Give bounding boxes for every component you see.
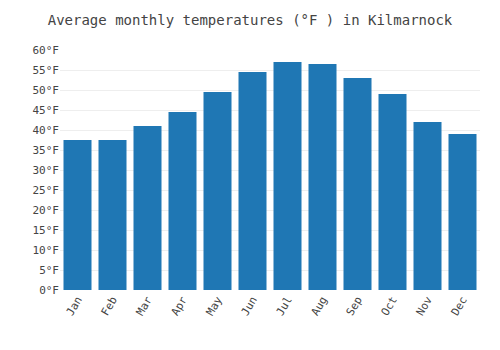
svg-text:10°F: 10°F [33,244,60,257]
svg-text:25°F: 25°F [33,184,60,197]
svg-text:Jul: Jul [274,294,295,318]
svg-text:Feb: Feb [99,294,120,318]
svg-text:Mar: Mar [134,294,155,318]
svg-text:Apr: Apr [169,294,190,318]
svg-text:Jun: Jun [239,294,260,318]
svg-text:55°F: 55°F [33,64,60,77]
svg-text:0°F: 0°F [39,284,59,297]
svg-text:50°F: 50°F [33,84,60,97]
svg-text:Oct: Oct [379,294,400,318]
svg-text:60°F: 60°F [33,44,60,57]
svg-text:45°F: 45°F [33,104,60,117]
svg-text:Jan: Jan [64,294,85,318]
svg-text:5°F: 5°F [39,264,59,277]
svg-text:40°F: 40°F [33,124,60,137]
svg-text:35°F: 35°F [33,144,60,157]
svg-text:Sep: Sep [344,294,365,318]
svg-text:Dec: Dec [449,294,470,318]
svg-text:15°F: 15°F [33,224,60,237]
svg-text:May: May [204,294,225,318]
svg-text:Nov: Nov [414,294,435,318]
svg-text:Aug: Aug [309,294,330,318]
svg-text:20°F: 20°F [33,204,60,217]
svg-text:Average monthly temperatures (: Average monthly temperatures (°F ) in Ki… [48,12,453,28]
svg-text:30°F: 30°F [33,164,60,177]
